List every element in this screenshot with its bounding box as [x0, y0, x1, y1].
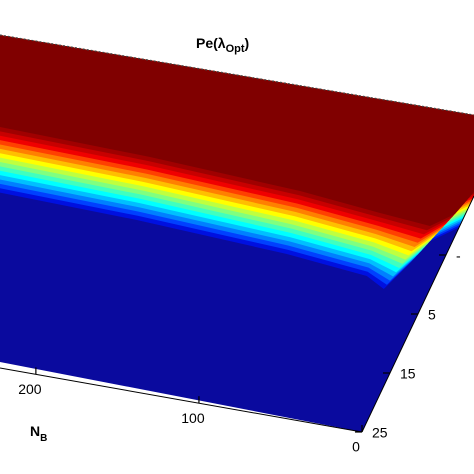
x-tick-label: 200 [18, 381, 42, 397]
y-tick-label: 5 [428, 307, 436, 323]
box-edge [0, 34, 474, 116]
x-tick-label: 0 [352, 439, 360, 455]
x-tick-label: 100 [181, 410, 205, 426]
x-axis-label: NB [30, 423, 47, 444]
title-close: ) [245, 35, 250, 51]
chart-title: Pe(λOpt) [196, 35, 249, 55]
title-sub: Opt [226, 43, 245, 55]
x-label-sub: B [40, 433, 47, 444]
y-tick-label: 25 [372, 425, 388, 441]
x-label-main: N [30, 423, 40, 439]
title-main: Pe(λ [196, 35, 226, 51]
y-tick-label: - [456, 248, 461, 264]
y-tick-label: 15 [400, 366, 416, 382]
x-axis-line [0, 367, 363, 433]
